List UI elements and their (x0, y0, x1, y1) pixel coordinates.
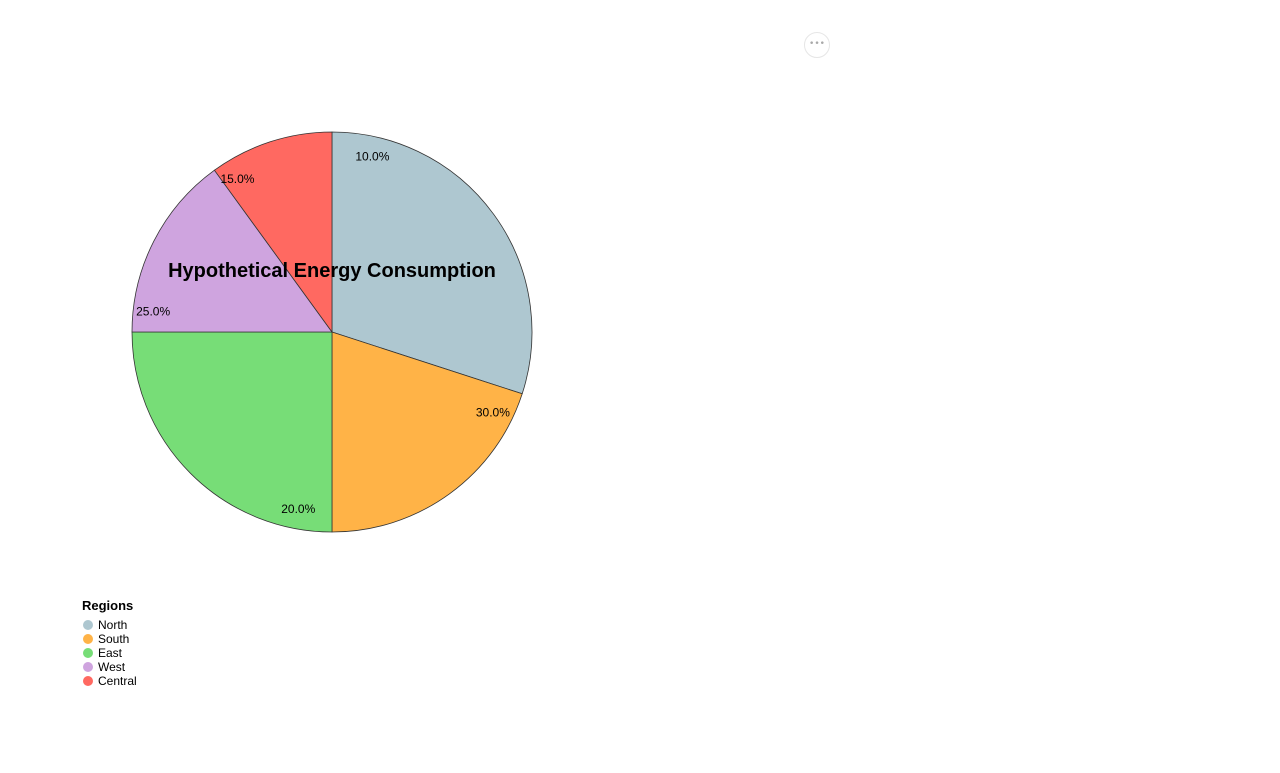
legend-swatch (83, 634, 93, 644)
legend-label: East (98, 646, 123, 660)
pie-slice-north[interactable] (331, 131, 533, 395)
pie-slice-label: 30.0% (476, 406, 510, 420)
pie-slice-west[interactable] (131, 169, 333, 333)
legend: Regions North South East West Central (82, 598, 137, 688)
pie-slice-label: 10.0% (355, 150, 389, 164)
legend-label: West (98, 660, 126, 674)
legend-item-north[interactable]: North (82, 618, 137, 632)
legend-title: Regions (82, 598, 134, 613)
pie-slice-label: 20.0% (281, 502, 315, 516)
legend-swatch (83, 662, 93, 672)
legend-label: North (98, 618, 128, 632)
pie-slice-central[interactable] (213, 131, 333, 334)
pie-slice-south[interactable] (331, 331, 523, 533)
more-horizontal-icon: ••• (809, 39, 825, 49)
chart-title: Hypothetical Energy Consumption (168, 260, 496, 282)
legend-label: South (98, 632, 130, 646)
pie-slice-label: 15.0% (220, 172, 254, 186)
chart-menu-button[interactable]: ••• (804, 32, 830, 58)
pie-slice-east[interactable] (131, 331, 333, 533)
legend-swatch (83, 620, 93, 630)
legend-item-west[interactable]: West (82, 660, 137, 674)
legend-item-central[interactable]: Central (82, 674, 137, 688)
legend-label: Central (98, 674, 137, 688)
legend-swatch (83, 676, 93, 686)
legend-item-east[interactable]: East (82, 646, 137, 660)
legend-items: North South East West Central (82, 618, 137, 688)
legend-item-south[interactable]: South (82, 632, 137, 646)
legend-swatch (83, 648, 93, 658)
pie-slice-labels: 10.0% 30.0% 20.0% 25.0% 15.0% (136, 150, 510, 516)
pie-slices (131, 131, 533, 533)
pie-slice-label: 25.0% (136, 305, 170, 319)
